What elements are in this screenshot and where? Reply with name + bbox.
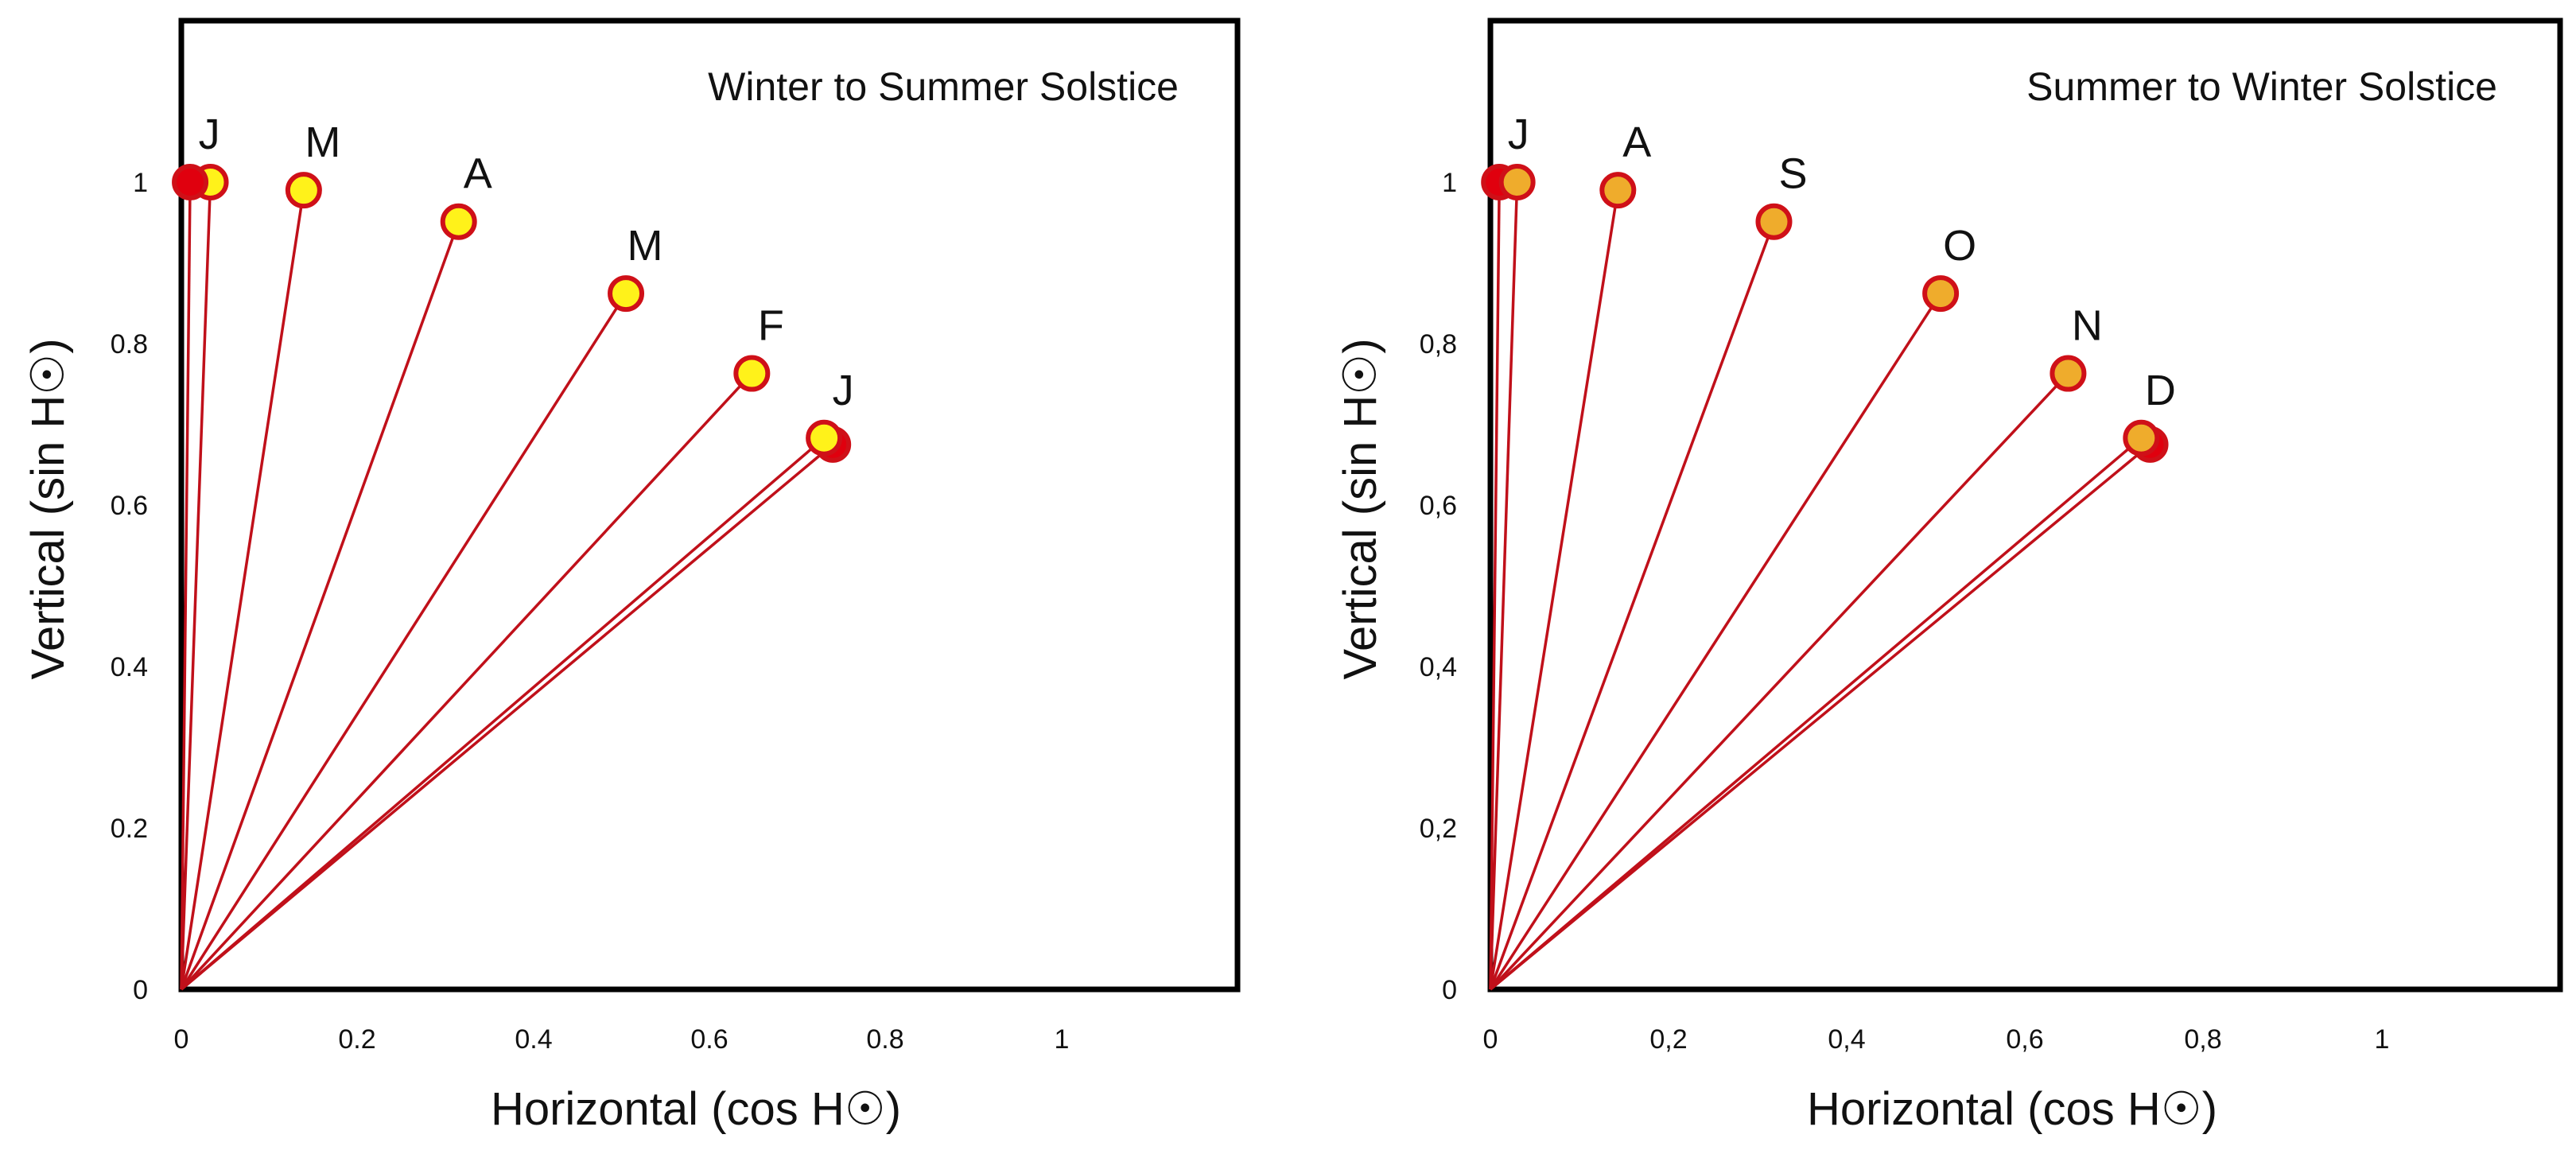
point-label: J	[199, 111, 220, 158]
month-marker	[440, 203, 477, 240]
x-tick-label: 0	[174, 1024, 189, 1055]
ray-line	[1489, 293, 1942, 990]
ray-line	[1489, 443, 2151, 991]
x-tick-label: 0	[1483, 1024, 1498, 1055]
solstice-marker	[172, 164, 209, 200]
x-tick-label: 0.8	[866, 1024, 903, 1055]
month-marker	[2050, 355, 2087, 392]
ray-line	[180, 437, 826, 991]
x-axis-title: Horizontal (cos H☉)	[491, 1083, 901, 1135]
month-marker	[806, 419, 843, 457]
y-tick-label: 0	[1442, 975, 1457, 1005]
ray-line	[180, 181, 192, 990]
point-label: A	[464, 150, 492, 198]
ray-line	[1489, 181, 1501, 990]
data-points	[172, 164, 852, 463]
month-marker	[1599, 172, 1637, 209]
point-label: A	[1622, 119, 1651, 166]
ray-line	[180, 443, 834, 991]
ray-line	[1489, 181, 1519, 990]
month-marker	[285, 172, 322, 209]
ray-line	[180, 293, 627, 990]
y-tick-label: 1	[133, 168, 148, 198]
x-tick-label: 0,8	[2184, 1024, 2221, 1055]
y-tick-label: 0.2	[111, 814, 148, 844]
x-tick-label: 0,6	[2006, 1024, 2043, 1055]
x-axis-ticks: 0 0.2 0.4 0.6 0.8 1	[174, 1024, 1070, 1055]
y-tick-label: 0,8	[1420, 329, 1457, 359]
x-axis-ticks: 0 0,2 0,4 0,6 0,8 1	[1483, 1024, 2390, 1055]
rays	[180, 181, 834, 991]
y-tick-label: 0.6	[111, 491, 148, 521]
y-axis-title: Vertical (sin H☉)	[1335, 338, 1386, 679]
ray-line	[1489, 221, 1776, 990]
plot-frame	[1487, 17, 2563, 993]
ray-line	[1489, 437, 2143, 991]
point-label: D	[2145, 367, 2176, 414]
point-label: M	[627, 222, 663, 270]
point-labels: J A S O ND	[1508, 111, 2176, 414]
ray-line	[1489, 189, 1620, 990]
panel-winter-to-summer: Winter to Summer Solstice 0 0.2 0.4 0.6 …	[22, 17, 1241, 1135]
point-label: N	[2072, 302, 2103, 350]
ray-line	[1489, 372, 2069, 991]
y-tick-label: 0,4	[1420, 652, 1457, 682]
ray-line	[180, 372, 753, 991]
point-labels: J F M A M J	[199, 111, 854, 414]
month-marker	[2123, 419, 2160, 457]
y-tick-label: 0,6	[1420, 491, 1457, 521]
x-tick-label: 0,2	[1649, 1024, 1687, 1055]
month-marker	[608, 275, 645, 313]
y-axis-ticks: 0 0.2 0.4 0.6 0.8 1	[111, 168, 148, 1005]
x-axis-title: Horizontal (cos H☉)	[1807, 1083, 2217, 1135]
point-label: O	[1943, 222, 1976, 270]
y-tick-label: 0	[133, 975, 148, 1005]
x-tick-label: 0.2	[338, 1024, 375, 1055]
rays	[1489, 181, 2151, 991]
ray-line	[180, 189, 305, 990]
point-label: S	[1778, 150, 1807, 198]
y-tick-label: 0.8	[111, 329, 148, 359]
chart-title: Summer to Winter Solstice	[2026, 64, 2497, 109]
point-label: M	[305, 119, 340, 166]
y-axis-title: Vertical (sin H☉)	[22, 338, 74, 679]
y-axis-ticks: 0 0,2 0,4 0,6 0,8 1	[1420, 168, 1457, 1005]
point-label: J	[833, 367, 854, 414]
x-tick-label: 1	[1055, 1024, 1070, 1055]
x-tick-label: 0,4	[1828, 1024, 1865, 1055]
data-points	[1481, 164, 2169, 463]
month-marker	[1922, 275, 1960, 313]
point-label: F	[758, 302, 784, 350]
y-tick-label: 0.4	[111, 652, 148, 682]
month-marker	[733, 355, 771, 392]
month-marker	[1755, 203, 1793, 240]
x-tick-label: 1	[2375, 1024, 2390, 1055]
ray-line	[180, 181, 212, 990]
month-marker	[1498, 164, 1536, 200]
y-tick-label: 1	[1442, 168, 1457, 198]
chart-title: Winter to Summer Solstice	[708, 64, 1179, 109]
point-label: J	[1508, 111, 1529, 158]
x-tick-label: 0.4	[515, 1024, 552, 1055]
ray-line	[180, 221, 460, 990]
y-tick-label: 0,2	[1420, 814, 1457, 844]
panel-summer-to-winter: Summer to Winter Solstice 0 0,2 0,4 0,6 …	[1335, 17, 2563, 1135]
plot-frame	[178, 17, 1241, 993]
x-tick-label: 0.6	[690, 1024, 728, 1055]
